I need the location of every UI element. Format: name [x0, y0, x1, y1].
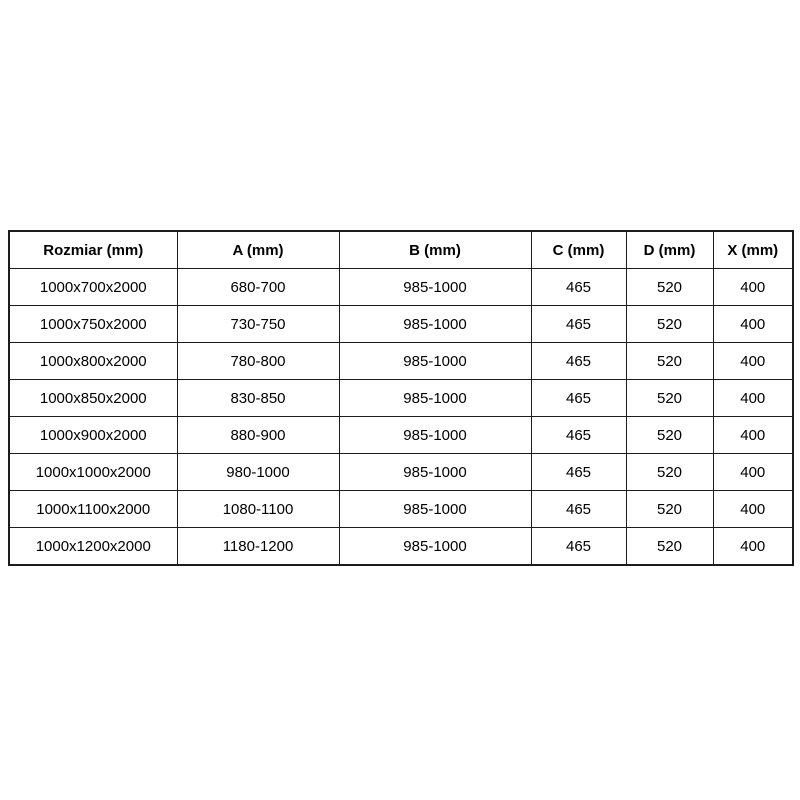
table-row: 1000x1200x2000 1180-1200 985-1000 465 520 400	[8, 527, 794, 566]
table-header-row: Rozmiar (mm) A (mm) B (mm) C (mm) D (mm) X (m…	[8, 230, 794, 269]
table-cell: 830-850	[176, 379, 340, 417]
table-cell: 520	[625, 527, 714, 566]
table-cell: 400	[712, 490, 794, 528]
table-cell: 520	[625, 379, 714, 417]
table-row: 1000x1100x2000 1080-1100 985-1000 465 520 400	[8, 490, 794, 528]
column-header: B (mm)	[338, 230, 532, 269]
table-body: 1000x700x2000 680-700 985-1000 465 520 400 100…	[8, 268, 794, 566]
table-row: 1000x900x2000 880-900 985-1000 465 520 400	[8, 416, 794, 454]
column-header: D (mm)	[625, 230, 714, 269]
table-cell: 985-1000	[338, 527, 532, 566]
table-cell: 520	[625, 453, 714, 491]
table-cell: 465	[530, 453, 627, 491]
table-cell: 465	[530, 416, 627, 454]
table-cell: 465	[530, 305, 627, 343]
table-cell: 1000x700x2000	[8, 268, 178, 306]
table-cell: 1000x1200x2000	[8, 527, 178, 566]
column-header: Rozmiar (mm)	[8, 230, 178, 269]
table-cell: 520	[625, 268, 714, 306]
table-cell: 985-1000	[338, 453, 532, 491]
table-row: 1000x700x2000 680-700 985-1000 465 520 400	[8, 268, 794, 306]
table-cell: 520	[625, 490, 714, 528]
table-cell: 465	[530, 342, 627, 380]
table-row: 1000x800x2000 780-800 985-1000 465 520 400	[8, 342, 794, 380]
table-cell: 1000x900x2000	[8, 416, 178, 454]
table-cell: 985-1000	[338, 342, 532, 380]
table-cell: 465	[530, 490, 627, 528]
table-cell: 880-900	[176, 416, 340, 454]
table-cell: 400	[712, 379, 794, 417]
table-cell: 400	[712, 305, 794, 343]
table-cell: 1000x850x2000	[8, 379, 178, 417]
table-cell: 1080-1100	[176, 490, 340, 528]
size-spec-table: Rozmiar (mm) A (mm) B (mm) C (mm) D (mm) X (m…	[8, 230, 794, 566]
table-cell: 400	[712, 416, 794, 454]
table-cell: 520	[625, 416, 714, 454]
table-cell: 1180-1200	[176, 527, 340, 566]
table-cell: 680-700	[176, 268, 340, 306]
table-cell: 1000x750x2000	[8, 305, 178, 343]
table-cell: 400	[712, 268, 794, 306]
column-header: C (mm)	[530, 230, 627, 269]
table-cell: 780-800	[176, 342, 340, 380]
table-cell: 985-1000	[338, 379, 532, 417]
column-header: X (mm)	[712, 230, 794, 269]
table-cell: 400	[712, 527, 794, 566]
table-cell: 465	[530, 379, 627, 417]
table-cell: 985-1000	[338, 416, 532, 454]
table-cell: 465	[530, 527, 627, 566]
table-cell: 985-1000	[338, 490, 532, 528]
size-spec-table-container: Rozmiar (mm) A (mm) B (mm) C (mm) D (mm) X (m…	[8, 230, 794, 566]
table-row: Rozmiar (mm) A (mm) B (mm) C (mm) D (mm) X (m…	[8, 230, 794, 269]
table-cell: 1000x800x2000	[8, 342, 178, 380]
table-cell: 1000x1000x2000	[8, 453, 178, 491]
table-cell: 465	[530, 268, 627, 306]
table-row: 1000x850x2000 830-850 985-1000 465 520 400	[8, 379, 794, 417]
column-header: A (mm)	[176, 230, 340, 269]
table-cell: 520	[625, 342, 714, 380]
table-cell: 730-750	[176, 305, 340, 343]
table-cell: 400	[712, 342, 794, 380]
table-cell: 400	[712, 453, 794, 491]
table-row: 1000x1000x2000 980-1000 985-1000 465 520 400	[8, 453, 794, 491]
table-cell: 985-1000	[338, 305, 532, 343]
table-cell: 520	[625, 305, 714, 343]
table-cell: 1000x1100x2000	[8, 490, 178, 528]
table-cell: 980-1000	[176, 453, 340, 491]
table-row: 1000x750x2000 730-750 985-1000 465 520 400	[8, 305, 794, 343]
table-cell: 985-1000	[338, 268, 532, 306]
